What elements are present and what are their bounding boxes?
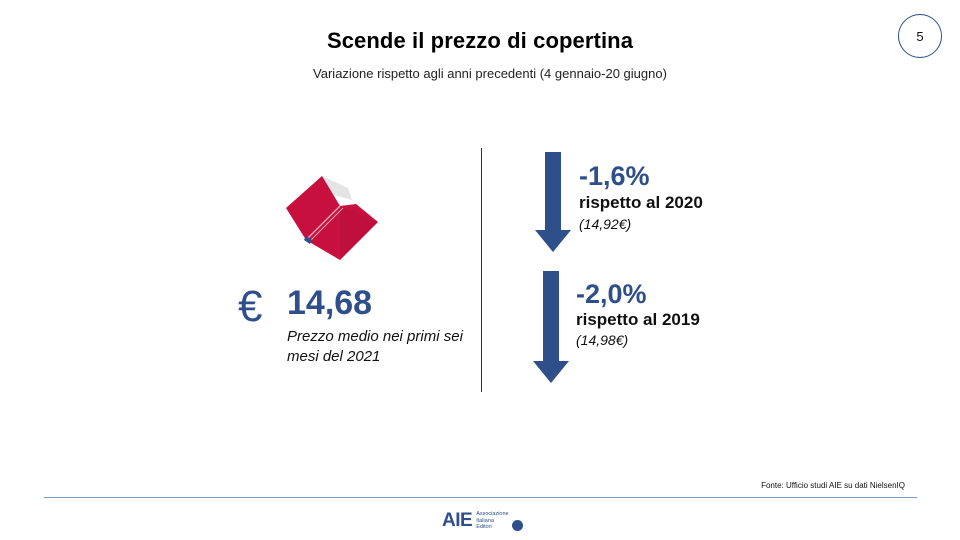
slide-subtitle: Variazione rispetto agli anni precedenti… <box>313 66 667 81</box>
change-2019-percent: -2,0% <box>576 279 647 309</box>
down-arrow-icon <box>533 271 569 383</box>
euro-icon: € <box>238 282 263 331</box>
average-price-value: 14,68 <box>287 284 373 322</box>
down-arrow-icon <box>535 152 571 252</box>
price-2020-value: (14,92€) <box>579 216 632 232</box>
change-2020-percent: -1,6% <box>579 161 650 191</box>
aie-logo: AIE Associazione Italiana Editori <box>442 508 523 534</box>
change-2020-label: rispetto al 2020 <box>579 193 703 212</box>
price-2019-value: (14,98€) <box>576 332 629 348</box>
open-book-icon <box>286 176 378 260</box>
source-note: Fonte: Ufficio studi AIE su dati Nielsen… <box>761 481 905 490</box>
footer-divider <box>44 497 917 498</box>
vertical-divider <box>481 148 482 392</box>
logo-subtitle: Associazione Italiana Editori <box>476 511 509 531</box>
average-price-description: Prezzo medio nei primi sei mesi del 2021 <box>287 328 463 365</box>
logo-text: AIE <box>442 510 473 531</box>
page-number-badge: 5 <box>898 14 942 58</box>
slide-title: Scende il prezzo di copertina <box>326 28 634 53</box>
logo-seal-icon <box>511 519 523 531</box>
change-2019-label: rispetto al 2019 <box>576 310 700 329</box>
